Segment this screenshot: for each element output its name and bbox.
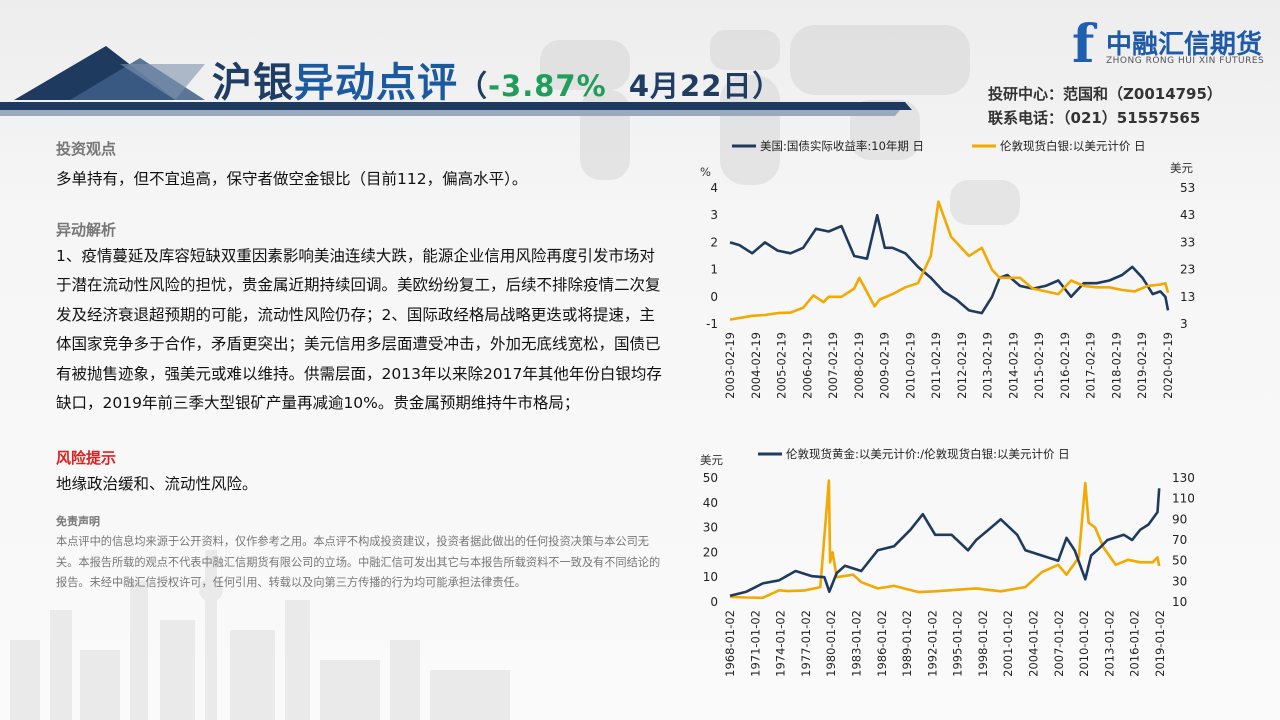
x-tick-1-10: 2013-02-19 bbox=[981, 332, 995, 399]
x-tick-1-14: 2017-02-19 bbox=[1084, 332, 1098, 399]
series-line-2-0 bbox=[729, 479, 1161, 600]
right-tick-1-4: 13 bbox=[1180, 290, 1195, 304]
city-skyline-background bbox=[10, 550, 510, 720]
right-tick-2-0: 130 bbox=[1172, 471, 1195, 485]
x-tick-2-11: 2001-01-02 bbox=[1001, 610, 1015, 677]
risk-text: 地缘政治缓和、流动性风险。 bbox=[56, 474, 258, 493]
x-tick-1-0: 2003-02-19 bbox=[723, 332, 737, 399]
report-date: 4月22日 bbox=[628, 69, 753, 103]
x-tick-1-2: 2005-02-19 bbox=[775, 332, 789, 399]
logo-chinese-name: 中融汇信期货 bbox=[1106, 30, 1263, 60]
x-tick-2-13: 2007-01-02 bbox=[1052, 610, 1066, 677]
price-change: -3.87% bbox=[488, 69, 607, 103]
x-tick-1-11: 2014-02-19 bbox=[1006, 332, 1020, 399]
x-tick-1-1: 2004-02-19 bbox=[749, 332, 763, 399]
right-tick-1-1: 43 bbox=[1180, 208, 1195, 222]
x-tick-2-6: 1986-01-02 bbox=[875, 610, 889, 677]
x-tick-1-3: 2006-02-19 bbox=[800, 332, 814, 399]
analysis-heading: 异动解析 bbox=[56, 220, 117, 239]
right-tick-2-1: 110 bbox=[1172, 492, 1195, 506]
title-main: 异动点评 bbox=[294, 60, 458, 106]
left-tick-2-0: 50 bbox=[703, 471, 718, 485]
x-tick-2-3: 1977-01-02 bbox=[799, 610, 813, 677]
right-tick-2-6: 10 bbox=[1172, 595, 1187, 609]
right-tick-2-4: 50 bbox=[1172, 554, 1187, 568]
left-tick-2-1: 40 bbox=[703, 496, 718, 510]
right-tick-1-3: 23 bbox=[1180, 263, 1195, 277]
legend-label-2-1: 伦敦现货黄金:以美元计价:/伦敦现货白银:以美元计价 日 bbox=[786, 447, 1070, 461]
x-tick-1-4: 2007-02-19 bbox=[826, 332, 840, 399]
right-tick-2-2: 90 bbox=[1172, 512, 1187, 526]
x-tick-2-17: 2019-01-02 bbox=[1153, 610, 1167, 677]
series-line-2-1 bbox=[729, 488, 1161, 598]
x-tick-2-8: 1992-01-02 bbox=[925, 610, 939, 677]
header-banner bbox=[0, 46, 912, 116]
right-tick-1-5: 3 bbox=[1180, 317, 1188, 331]
legend-label-1-1: 伦敦现货白银:以美元计价 日 bbox=[1000, 139, 1146, 153]
left-tick-1-0: 4 bbox=[710, 181, 718, 195]
left-tick-2-2: 30 bbox=[703, 521, 718, 535]
x-tick-1-6: 2009-02-19 bbox=[878, 332, 892, 399]
x-tick-1-15: 2018-02-19 bbox=[1109, 332, 1123, 399]
right-tick-2-3: 70 bbox=[1172, 533, 1187, 547]
x-tick-1-7: 2010-02-19 bbox=[903, 332, 917, 399]
x-tick-2-4: 1980-01-02 bbox=[824, 610, 838, 677]
view-heading: 投资观点 bbox=[56, 140, 117, 158]
left-unit-2: 美元 bbox=[700, 453, 723, 467]
x-tick-2-0: 1968-01-02 bbox=[723, 610, 737, 677]
x-tick-1-12: 2015-02-19 bbox=[1032, 332, 1046, 399]
left-tick-1-4: 0 bbox=[710, 290, 718, 304]
left-tick-2-3: 20 bbox=[703, 545, 718, 559]
left-tick-2-4: 10 bbox=[703, 570, 718, 584]
title-instrument: 沪银 bbox=[212, 60, 294, 106]
x-tick-1-9: 2012-02-19 bbox=[955, 332, 969, 399]
x-tick-2-16: 2016-01-02 bbox=[1128, 610, 1142, 677]
x-tick-1-5: 2008-02-19 bbox=[852, 332, 866, 399]
x-tick-1-8: 2011-02-19 bbox=[929, 332, 943, 399]
left-tick-1-1: 3 bbox=[710, 208, 718, 222]
x-tick-2-10: 1998-01-02 bbox=[976, 610, 990, 677]
right-unit-1: 美元 bbox=[1170, 161, 1193, 175]
contact-phone: 联系电话：（021）51557565 bbox=[988, 109, 1201, 127]
right-tick-1-0: 53 bbox=[1180, 181, 1195, 195]
x-tick-1-13: 2016-02-19 bbox=[1058, 332, 1072, 399]
title-paren-open: （ bbox=[458, 69, 489, 103]
left-tick-1-2: 2 bbox=[710, 235, 718, 249]
left-unit-1: % bbox=[700, 165, 711, 179]
risk-heading: 风险提示 bbox=[56, 448, 117, 467]
chart-silver-vs-gold-silver-ratio: 伦敦现货白银:以美元计价 日伦敦现货黄金:以美元计价:/伦敦现货白银:以美元计价… bbox=[700, 447, 1195, 677]
x-tick-2-14: 2010-01-02 bbox=[1077, 610, 1091, 677]
left-tick-1-3: 1 bbox=[710, 263, 718, 277]
logo-english-name: ZHONG RONG HUI XIN FUTURES bbox=[1106, 56, 1265, 66]
contact-info: 投研中心：范国和（Z0014795） 联系电话：（021）51557565 bbox=[988, 82, 1222, 130]
x-tick-2-9: 1995-01-02 bbox=[951, 610, 965, 677]
disclaimer-text: 本点评中的信息均来源于公开资料，仅作参考之用。本点评不构成投资建议，投资者据此做… bbox=[56, 535, 661, 589]
left-tick-1-5: -1 bbox=[706, 317, 718, 331]
x-tick-2-7: 1989-01-02 bbox=[900, 610, 914, 677]
commentary-panel: 投资观点 多单持有，但不宜追高，保守者做空金银比（目前112，偏高水平）。 异动… bbox=[56, 138, 668, 594]
title-paren-close: ） bbox=[752, 69, 783, 103]
left-tick-2-5: 0 bbox=[710, 595, 718, 609]
page-title: 沪银异动点评（-3.87% 4月22日） bbox=[212, 50, 782, 108]
x-tick-2-15: 2013-01-02 bbox=[1102, 610, 1116, 677]
right-tick-2-5: 30 bbox=[1172, 574, 1187, 588]
analysis-text: 1、疫情蔓延及库容短缺双重因素影响美油连续大跌，能源企业信用风险再度引发市场对于… bbox=[56, 246, 662, 413]
x-tick-2-5: 1983-01-02 bbox=[849, 610, 863, 677]
x-tick-1-17: 2020-02-19 bbox=[1161, 332, 1175, 399]
chart-real-yield-vs-silver: 美国:国债实际收益率:10年期 日伦敦现货白银:以美元计价 日% 美元43210-… bbox=[700, 139, 1195, 399]
disclaimer-heading: 免责声明 bbox=[56, 515, 100, 528]
company-logo: f 中融汇信期货 ZHONG RONG HUI XIN FUTURES bbox=[1066, 12, 1276, 75]
view-text: 多单持有，但不宜追高，保守者做空金银比（目前112，偏高水平）。 bbox=[56, 170, 528, 188]
x-tick-2-1: 1971-01-02 bbox=[748, 610, 762, 677]
series-line-1-0 bbox=[729, 213, 1170, 315]
x-tick-2-12: 2004-01-02 bbox=[1027, 610, 1041, 677]
contact-analyst: 投研中心：范国和（Z0014795） bbox=[988, 85, 1222, 103]
logo-f-icon: f bbox=[1072, 14, 1095, 75]
right-tick-1-2: 33 bbox=[1180, 235, 1195, 249]
series-line-1-1 bbox=[729, 200, 1170, 321]
x-tick-1-16: 2019-02-19 bbox=[1135, 332, 1149, 399]
x-tick-2-2: 1974-01-02 bbox=[774, 610, 788, 677]
legend-label-1-0: 美国:国债实际收益率:10年期 日 bbox=[760, 139, 924, 153]
